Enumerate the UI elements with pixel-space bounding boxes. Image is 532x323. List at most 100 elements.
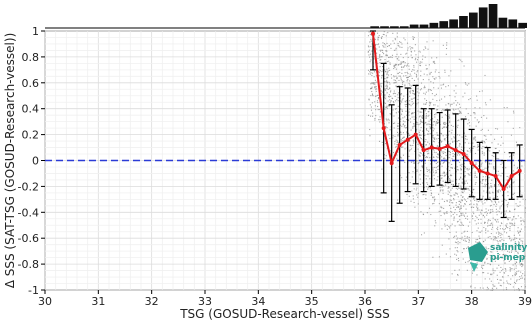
scatter-point [502,194,504,196]
scatter-point [496,250,498,252]
scatter-point [497,246,499,248]
scatter-point [403,95,405,97]
scatter-point [464,116,467,118]
scatter-point [504,262,506,264]
scatter-point [400,100,402,102]
series-point [501,186,506,191]
scatter-point [511,222,513,224]
y-tick-label: 0.2 [22,129,40,142]
scatter-point [499,206,501,208]
scatter-point [394,95,396,97]
scatter-point [416,194,418,196]
scatter-point [409,46,411,48]
scatter-point [519,127,521,129]
scatter-point [456,221,459,223]
scatter-point [447,150,449,152]
scatter-point [411,101,413,103]
scatter-point [476,200,478,202]
scatter-point [454,241,457,243]
scatter-point [416,86,418,88]
scatter-point [402,124,404,126]
scatter-point [397,42,399,45]
x-tick-label: 36 [358,295,372,308]
scatter-point [448,157,450,159]
scatter-point [468,241,470,243]
scatter-point [471,191,473,193]
scatter-point [459,200,461,202]
scatter-point [394,39,396,41]
scatter-point [437,165,439,167]
scatter-point [417,70,419,72]
scatter-point [501,200,503,202]
scatter-point [469,203,471,206]
scatter-point [456,247,458,249]
scatter-point [475,223,477,225]
scatter-point [438,146,440,148]
scatter-point [477,207,479,209]
scatter-point [501,270,503,272]
scatter-point [466,230,468,232]
scatter-point [484,142,486,144]
scatter-point [500,240,502,242]
scatter-point [498,264,500,266]
scatter-point [450,181,452,183]
scatter-point [463,248,465,250]
scatter-point [379,121,381,123]
scatter-point [419,89,422,91]
scatter-point [452,141,454,143]
scatter-point [500,257,503,259]
scatter-point [515,272,517,274]
scatter-point [441,140,443,142]
scatter-point [421,167,424,169]
scatter-point [511,223,514,225]
scatter-point [478,209,480,211]
scatter-point [509,269,511,271]
scatter-point [427,133,429,135]
scatter-point [431,93,433,95]
scatter-point [490,256,492,258]
scatter-point [410,161,412,163]
scatter-point [519,204,521,206]
scatter-point [406,52,408,54]
scatter-point [368,49,370,51]
scatter-point [384,157,386,159]
scatter-point [457,124,459,126]
scatter-point [442,152,444,155]
scatter-point [447,103,449,105]
scatter-point [461,199,463,201]
scatter-point [487,288,489,290]
scatter-point [441,116,443,118]
scatter-point [485,228,487,230]
scatter-point [467,123,469,125]
scatter-point [376,52,378,54]
scatter-point [474,137,476,139]
scatter-point [422,55,424,57]
scatter-point [477,222,479,224]
scatter-point [377,36,379,38]
logo-line2: pi-mep [490,253,526,263]
scatter-point [405,110,407,112]
scatter-point [436,153,439,155]
scatter-point [402,120,404,122]
scatter-point [406,65,408,67]
scatter-point [461,199,463,201]
scatter-point [445,126,448,129]
scatter-point [522,198,524,200]
scatter-point [456,193,459,195]
scatter-point [392,122,395,125]
scatter-point [472,195,474,197]
scatter-point [389,129,391,131]
scatter-point [388,94,390,96]
x-tick-label: 33 [198,295,212,308]
scatter-point [429,124,431,126]
scatter-point [515,250,517,252]
scatter-point [412,139,414,141]
scatter-point [481,201,483,203]
scatter-point [434,78,436,80]
scatter-point [444,148,446,151]
scatter-point [451,158,453,160]
y-tick-label: 0.6 [22,77,40,90]
scatter-point [466,215,468,217]
scatter-point [367,35,370,37]
scatter-point [458,224,460,226]
